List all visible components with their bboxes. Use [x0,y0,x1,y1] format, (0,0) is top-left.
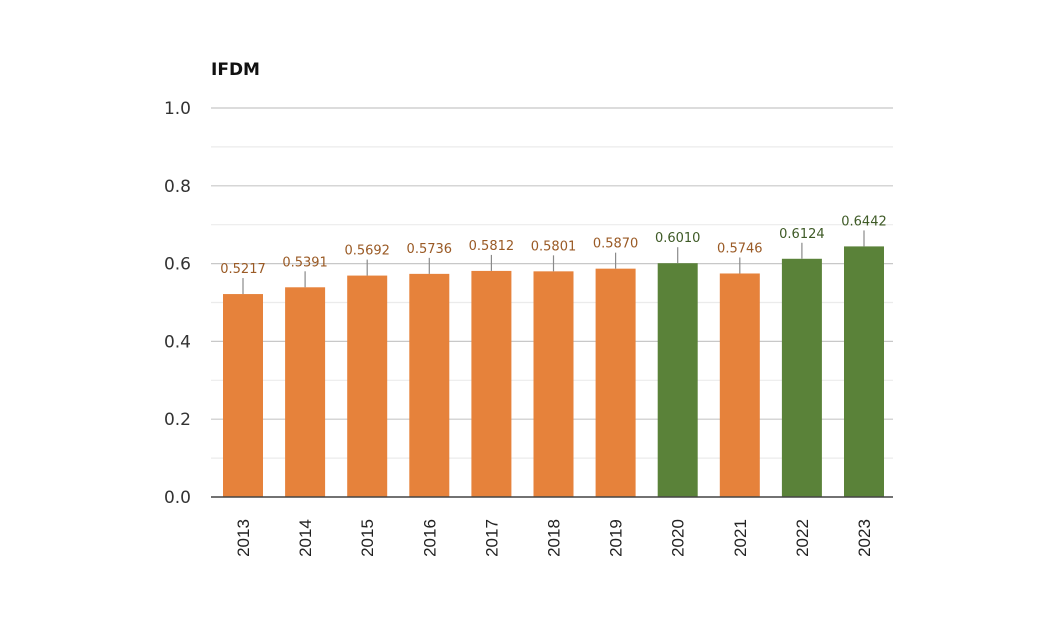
y-axis: 0.0 0.2 0.4 0.6 0.8 1.0 [164,99,191,508]
y-tick-label: 0.8 [164,177,191,197]
y-tick-label: 0.0 [164,488,191,508]
chart-title: IFDM [211,60,260,80]
data-label: 0.6010 [655,231,701,246]
bar-2014 [285,287,326,497]
bar-2018 [533,271,574,497]
bar-2023 [844,246,884,497]
x-tick-label: 2013 [234,519,253,557]
y-tick-label: 0.4 [164,332,191,352]
bar-2019 [595,268,636,497]
data-label: 0.5812 [469,239,515,254]
bar-2016 [409,273,450,497]
bar-2021 [719,273,760,497]
bar-2013 [223,294,263,497]
x-tick-label: 2019 [607,519,626,557]
y-tick-label: 0.2 [164,410,191,430]
bar-2015 [347,275,388,497]
data-label: 0.5736 [407,242,453,257]
data-label: 0.5801 [531,239,577,254]
bar-2020 [657,263,698,497]
data-label: 0.5746 [717,241,763,256]
y-tick-label: 1.0 [164,99,191,119]
x-tick-label: 2015 [358,519,377,557]
data-label: 0.5870 [593,237,639,252]
x-tick-label: 2018 [545,519,564,557]
x-tick-label: 2022 [793,519,812,557]
x-tick-label: 2023 [855,519,874,557]
x-tick-label: 2014 [296,519,315,557]
x-tick-label: 2017 [482,519,501,557]
y-tick-label: 0.6 [164,255,191,275]
x-tick-label: 2021 [731,519,750,557]
data-label: 0.5692 [344,244,390,259]
x-tick-label: 2016 [420,519,439,557]
data-label: 0.6124 [779,227,825,242]
data-label: 0.5217 [220,262,266,277]
x-axis: 2013 2014 2015 2016 2017 2018 2019 2020 2021 2022… [234,519,874,557]
data-label: 0.5391 [282,255,328,270]
bar-2017 [471,270,512,497]
x-tick-label: 2020 [669,519,688,557]
bars: 0.5217 0.5391 0.5692 0.5736 0.5812 0.5801 0.58… [211,214,893,498]
bar-2022 [781,258,822,497]
data-label: 0.6442 [841,214,887,229]
